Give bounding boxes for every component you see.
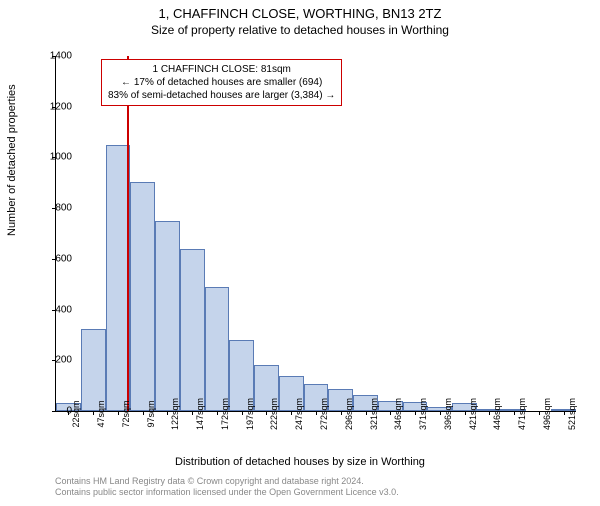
x-tick-label: 296sqm — [344, 398, 354, 430]
x-tick-label: 446sqm — [492, 398, 502, 430]
footer-line2: Contains public sector information licen… — [55, 487, 399, 498]
histogram-bar — [180, 249, 205, 411]
annotation-line2: ← 17% of detached houses are smaller (69… — [108, 76, 335, 89]
annotation-line1: 1 CHAFFINCH CLOSE: 81sqm — [108, 63, 335, 76]
y-tick-label: 0 — [32, 406, 72, 417]
x-tick-mark — [192, 411, 193, 415]
x-tick-mark — [465, 411, 466, 415]
x-tick-label: 496sqm — [542, 398, 552, 430]
x-axis-label: Distribution of detached houses by size … — [0, 456, 600, 468]
chart-title-main: 1, CHAFFINCH CLOSE, WORTHING, BN13 2TZ — [0, 6, 600, 21]
x-tick-mark — [242, 411, 243, 415]
x-tick-mark — [167, 411, 168, 415]
x-tick-label: 197sqm — [245, 398, 255, 430]
x-tick-mark — [217, 411, 218, 415]
y-tick-label: 1000 — [32, 152, 72, 163]
x-tick-mark — [390, 411, 391, 415]
x-tick-label: 521sqm — [567, 398, 577, 430]
footer-attribution: Contains HM Land Registry data © Crown c… — [55, 476, 399, 498]
x-tick-label: 346sqm — [393, 398, 403, 430]
x-tick-mark — [93, 411, 94, 415]
x-tick-mark — [539, 411, 540, 415]
y-tick-label: 1200 — [32, 101, 72, 112]
x-tick-label: 321sqm — [369, 398, 379, 430]
x-tick-mark — [118, 411, 119, 415]
y-tick-label: 600 — [32, 253, 72, 264]
x-tick-label: 272sqm — [319, 398, 329, 430]
x-tick-mark — [489, 411, 490, 415]
histogram-bar — [155, 221, 180, 411]
x-tick-label: 421sqm — [468, 398, 478, 430]
x-tick-mark — [366, 411, 367, 415]
x-tick-label: 371sqm — [418, 398, 428, 430]
x-tick-label: 471sqm — [517, 398, 527, 430]
x-tick-mark — [266, 411, 267, 415]
x-tick-label: 396sqm — [443, 398, 453, 430]
y-tick-label: 400 — [32, 304, 72, 315]
y-tick-label: 800 — [32, 203, 72, 214]
chart-title-sub: Size of property relative to detached ho… — [0, 23, 600, 37]
y-axis-label: Number of detached properties — [6, 84, 18, 236]
x-tick-label: 247sqm — [294, 398, 304, 430]
x-tick-mark — [143, 411, 144, 415]
property-marker-line — [127, 56, 129, 411]
x-tick-label: 72sqm — [121, 400, 131, 427]
x-tick-mark — [440, 411, 441, 415]
x-tick-mark — [514, 411, 515, 415]
x-tick-label: 147sqm — [195, 398, 205, 430]
y-tick-label: 200 — [32, 355, 72, 366]
x-tick-label: 97sqm — [146, 400, 156, 427]
annotation-box: 1 CHAFFINCH CLOSE: 81sqm← 17% of detache… — [101, 59, 342, 106]
x-tick-label: 222sqm — [269, 398, 279, 430]
histogram-bar — [205, 287, 230, 411]
footer-line1: Contains HM Land Registry data © Crown c… — [55, 476, 399, 487]
x-tick-mark — [415, 411, 416, 415]
x-tick-mark — [341, 411, 342, 415]
x-tick-label: 47sqm — [96, 400, 106, 427]
histogram-bar — [130, 182, 155, 411]
x-tick-label: 22sqm — [71, 400, 81, 427]
x-tick-label: 122sqm — [170, 398, 180, 430]
x-tick-mark — [316, 411, 317, 415]
plot-area: 22sqm47sqm72sqm97sqm122sqm147sqm172sqm19… — [55, 56, 576, 412]
x-tick-mark — [564, 411, 565, 415]
annotation-line3: 83% of semi-detached houses are larger (… — [108, 89, 335, 102]
x-tick-mark — [291, 411, 292, 415]
y-tick-label: 1400 — [32, 51, 72, 62]
x-tick-label: 172sqm — [220, 398, 230, 430]
histogram-bar — [81, 329, 106, 411]
